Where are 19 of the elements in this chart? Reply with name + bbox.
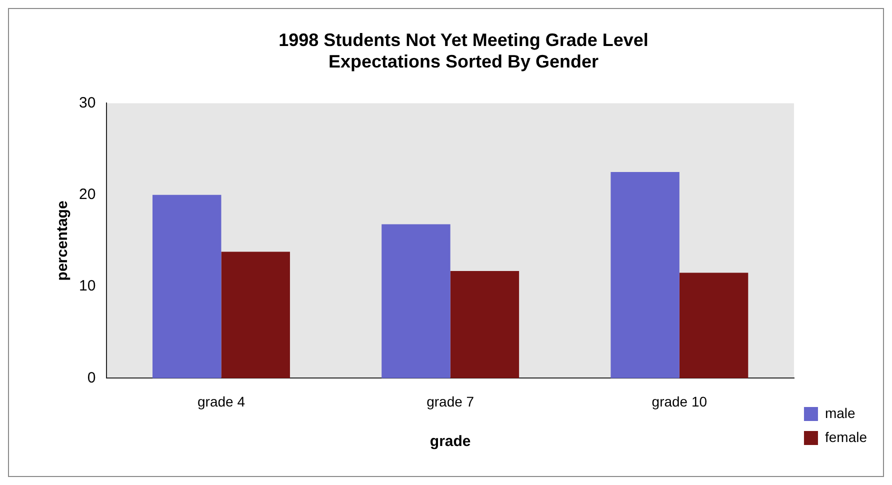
text: Expectations Sorted By Gender [328, 51, 599, 72]
bar [221, 252, 290, 378]
y-tick-label: 0 [87, 369, 96, 386]
bar [450, 270, 520, 378]
text: 1998 Students Not Yet Meeting Grade Level [278, 30, 648, 50]
x-tick-label: grade 4 [197, 393, 246, 410]
x-tick-label: grade 7 [426, 393, 474, 410]
x-axis-title: grade [430, 433, 471, 450]
bar [679, 272, 748, 378]
legend-label: male [824, 404, 856, 421]
bar [610, 172, 680, 378]
bar [382, 224, 450, 378]
y-axis-title: percentage [54, 200, 72, 281]
legend-label: female [824, 428, 868, 445]
y-tick-label: 20 [78, 186, 96, 204]
bar [152, 194, 222, 378]
y-tick-label: 10 [78, 278, 96, 295]
x-tick-label: grade 10 [652, 393, 708, 410]
y-tick-label: 30 [78, 94, 96, 112]
